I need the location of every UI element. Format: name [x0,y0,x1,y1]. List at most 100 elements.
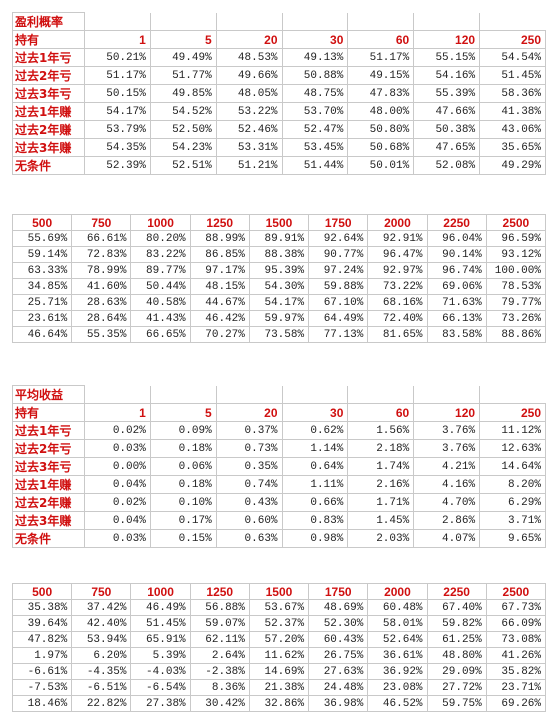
table-cell: 54.17% [84,102,151,121]
table-cell: 66.61% [71,230,132,247]
table-cell: 96.74% [426,262,487,279]
table-row: 39.64% 42.40% 51.45% 59.07% 52.37% 52.30% 58.0… [11,615,547,632]
empty-cell [281,12,348,31]
column-header: 20 [215,30,283,49]
column-header: 2250 [426,583,487,600]
table-cell: 2.16% [347,475,415,494]
column-header: 500 [11,214,73,231]
table-cell: 35.82% [485,663,547,680]
column-header: 1000 [130,583,191,600]
table-cell: 1.14% [281,439,349,458]
table-cell: 0.66% [281,493,349,512]
win-rate-table-short-horizons: 盈利概率 持有 1 5 20 30 60 120 250 过去1年亏 50.21% 49.49% 48.… [12,12,546,175]
avg-return-table-short-horizons: 平均收益 持有 1 5 20 30 60 120 250 过去1年亏 0.02% 0.09% 0.37%… [12,385,546,548]
table-cell: 41.60% [71,278,132,295]
empty-cell [149,385,217,404]
table-cell: 68.16% [367,294,428,311]
table-cell: 35.65% [479,138,546,157]
table-cell: 50.68% [347,138,415,157]
table-cell: 0.64% [281,457,349,476]
title-row: 盈利概率 [12,12,546,31]
table-cell: 90.14% [426,246,487,263]
table-row: 过去2年赚 53.79% 52.50% 52.46% 52.47% 50.80% 50.38… [12,120,546,139]
table-cell: 52.39% [84,156,151,175]
table-cell: 88.86% [485,326,547,343]
column-header: 750 [71,583,132,600]
column-header: 2000 [367,214,428,231]
table-cell: 11.62% [248,647,310,664]
empty-cell [479,12,546,31]
table-cell: 25.71% [11,294,73,311]
table-cell: 72.40% [367,310,428,327]
table-row: 25.71% 28.63% 40.58% 44.67% 54.17% 67.10% 68.1… [11,294,547,311]
table-row: 59.14% 72.83% 83.22% 86.85% 88.38% 90.77% 96.4… [11,246,547,263]
table-cell: 97.17% [189,262,250,279]
table-cell: 70.27% [189,326,250,343]
table-cell: 44.67% [189,294,250,311]
table-cell: 48.05% [215,84,283,103]
table-cell: 92.64% [308,230,369,247]
table-cell: 3.76% [413,421,481,440]
table-cell: 2.86% [413,511,481,530]
table-cell: 2.64% [189,647,250,664]
table-cell: 36.61% [367,647,428,664]
table-cell: 69.06% [426,278,487,295]
table-row: 过去3年亏 50.15% 49.85% 48.05% 48.75% 47.83% 55.39… [12,84,546,103]
column-header: 30 [281,30,349,49]
table-cell: 50.15% [84,84,151,103]
table-cell: 0.60% [215,511,283,530]
table-cell: 51.77% [149,66,217,85]
table-cell: 64.49% [308,310,369,327]
table-cell: 47.65% [413,138,481,157]
table-cell: 59.14% [11,246,73,263]
table-cell: 53.31% [215,138,283,157]
table-cell: 92.91% [367,230,428,247]
empty-cell [413,12,480,31]
table-cell: 1.71% [347,493,415,512]
empty-cell [215,12,283,31]
column-header: 1250 [189,214,250,231]
column-header: 5 [149,403,217,422]
row-label: 过去2年亏 [12,66,85,85]
table-cell: 53.79% [84,120,151,139]
table-cell: 54.52% [149,102,217,121]
table-cell: 53.94% [71,631,132,648]
table-row: 55.69% 66.61% 80.20% 88.99% 89.91% 92.64% 92.9… [11,230,547,247]
table-cell: 59.07% [189,615,250,632]
table-cell: 52.08% [413,156,481,175]
table-row: 23.61% 28.64% 41.43% 46.42% 59.97% 64.49% 72.4… [11,310,547,327]
table-cell: 0.83% [281,511,349,530]
table-cell: 79.77% [485,294,547,311]
table-cell: 54.17% [248,294,310,311]
win-rate-table-long-horizons: 500 750 1000 1250 1500 1750 2000 2250 2500 55.69%… [11,214,547,343]
table-cell: 54.35% [84,138,151,157]
table-row: 过去1年亏 0.02% 0.09% 0.37% 0.62% 1.56% 3.76% 11.12… [12,421,546,440]
column-header: 250 [479,30,546,49]
table-cell: 0.02% [84,493,151,512]
table-cell: 23.61% [11,310,73,327]
empty-cell [149,12,217,31]
table-cell: 50.88% [281,66,349,85]
table-row: 18.46% 22.82% 27.38% 30.42% 32.86% 36.98% 46.5… [11,695,547,712]
column-header: 750 [71,214,132,231]
table-cell: 95.39% [248,262,310,279]
table-cell: 14.64% [479,457,546,476]
table-cell: 86.85% [189,246,250,263]
table-cell: 72.83% [71,246,132,263]
table-cell: 50.38% [413,120,481,139]
table-cell: 73.22% [367,278,428,295]
table-cell: 66.65% [130,326,191,343]
row-label: 过去3年亏 [12,457,85,476]
table-cell: 59.97% [248,310,310,327]
table-cell: 0.18% [149,439,217,458]
table-cell: 2.18% [347,439,415,458]
column-header: 60 [347,403,415,422]
table-cell: 0.17% [149,511,217,530]
table-cell: 29.09% [426,663,487,680]
table-cell: 52.47% [281,120,349,139]
table-cell: 54.23% [149,138,217,157]
table-cell: 48.00% [347,102,415,121]
table-cell: 3.71% [479,511,546,530]
table-cell: 83.58% [426,326,487,343]
table-cell: 52.37% [248,615,310,632]
